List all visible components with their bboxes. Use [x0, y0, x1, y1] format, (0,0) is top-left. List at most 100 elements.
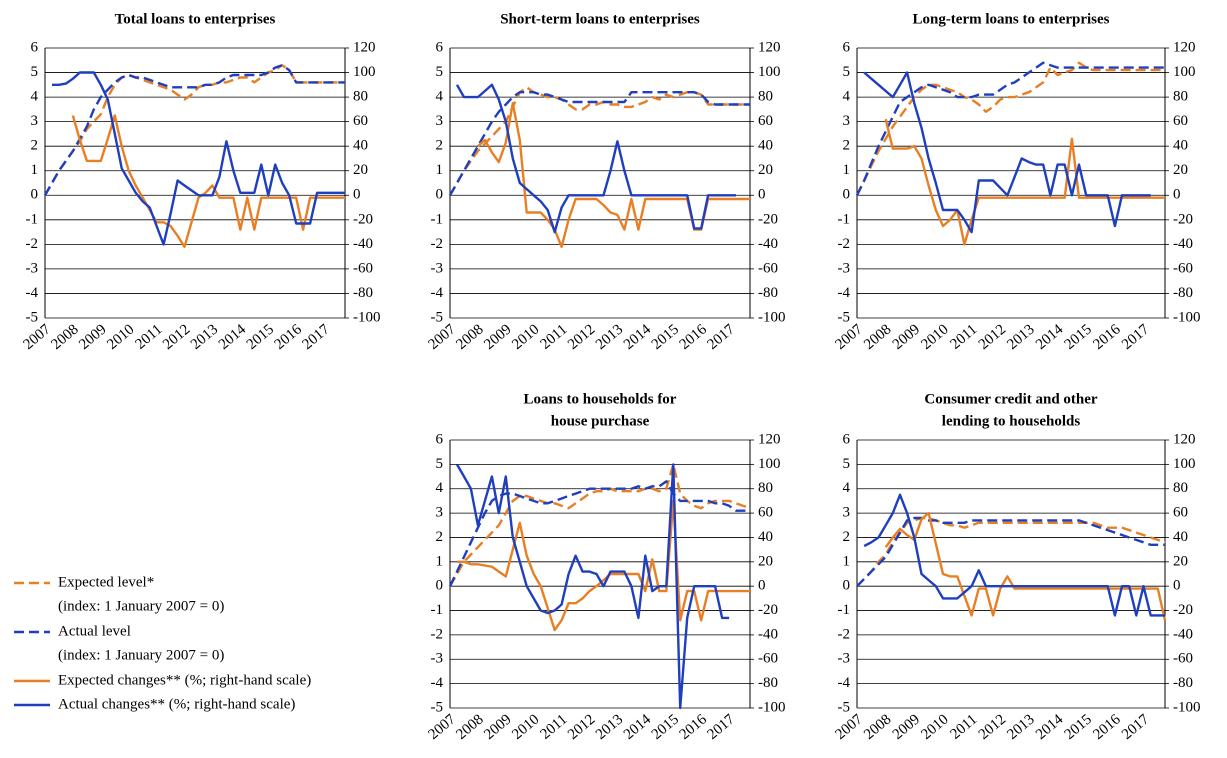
series-line: [884, 511, 1167, 621]
y-tick-label: 2: [436, 138, 444, 154]
x-tick-label: 2007: [426, 321, 460, 353]
y2-tick-label: -80: [353, 285, 373, 301]
y-tick-label: -3: [838, 260, 851, 276]
x-tick-label: 2007: [21, 321, 55, 353]
x-tick-label: 2012: [160, 321, 193, 353]
y-tick-label: -5: [431, 309, 444, 325]
y-tick-label: 3: [31, 113, 39, 129]
x-tick-label: 2015: [1062, 321, 1095, 353]
y2-tick-label: 80: [1173, 89, 1188, 105]
y2-tick-label: -80: [1173, 675, 1193, 691]
x-tick-label: 2010: [104, 321, 137, 353]
x-tick-label: 2014: [621, 711, 655, 743]
series-line: [863, 493, 1165, 617]
series-line: [43, 64, 345, 196]
y-tick-label: 2: [843, 529, 851, 545]
y-tick-label: 1: [843, 553, 851, 569]
x-tick-label: 2016: [677, 711, 711, 743]
x-tick-label: 2017: [300, 321, 334, 353]
y2-tick-label: 40: [758, 529, 773, 545]
y-tick-label: -3: [431, 260, 444, 276]
y-tick-label: -4: [838, 675, 851, 691]
series-line: [863, 71, 1151, 234]
x-tick-label: 2012: [976, 711, 1009, 743]
x-tick-label: 2009: [76, 321, 109, 353]
x-tick-label: 2016: [1090, 711, 1124, 743]
y2-tick-label: 40: [353, 138, 368, 154]
x-tick-label: 2015: [1062, 711, 1095, 743]
x-tick-label: 2012: [565, 321, 598, 353]
chart-title: Short-term loans to enterprises: [500, 11, 700, 27]
y-tick-label: 4: [436, 480, 444, 496]
y-tick-label: -2: [431, 236, 444, 252]
chart-title: Loans to households for: [524, 391, 677, 407]
y2-tick-label: -100: [1173, 699, 1201, 715]
y2-tick-label: 0: [353, 187, 361, 203]
x-tick-label: 2013: [1004, 321, 1037, 353]
y-tick-label: -3: [431, 651, 444, 667]
x-tick-label: 2013: [188, 321, 221, 353]
series-line: [856, 516, 1166, 588]
y-tick-label: 3: [843, 113, 851, 129]
y2-tick-label: -40: [758, 626, 778, 642]
x-tick-label: 2016: [677, 321, 711, 353]
y2-tick-label: -80: [1173, 285, 1193, 301]
series-line: [52, 71, 345, 246]
y-tick-label: 6: [843, 39, 851, 55]
legend-label: Actual level: [58, 623, 131, 639]
y-tick-label: 6: [31, 39, 39, 55]
y-tick-label: 4: [31, 89, 39, 105]
x-tick-label: 2010: [918, 321, 951, 353]
y2-tick-label: -60: [353, 260, 373, 276]
y-tick-label: 1: [843, 162, 851, 178]
y2-tick-label: -60: [1173, 260, 1193, 276]
y-tick-label: 5: [31, 64, 39, 80]
x-tick-label: 2007: [833, 321, 867, 353]
x-tick-label: 2010: [918, 711, 951, 743]
y-tick-label: 4: [843, 89, 851, 105]
y2-tick-label: -100: [353, 309, 381, 325]
y-tick-label: 0: [843, 187, 851, 203]
x-tick-label: 2015: [649, 711, 682, 743]
y2-tick-label: 0: [758, 187, 766, 203]
y2-tick-label: -40: [1173, 236, 1193, 252]
x-tick-label: 2010: [509, 321, 542, 353]
y2-tick-label: 60: [1173, 505, 1188, 521]
x-tick-label: 2007: [426, 711, 460, 743]
y2-tick-label: -100: [758, 699, 786, 715]
y-tick-label: 1: [436, 162, 444, 178]
y2-tick-label: -40: [758, 236, 778, 252]
y-tick-label: 3: [436, 113, 444, 129]
y-tick-label: 0: [436, 578, 444, 594]
x-tick-label: 2014: [216, 321, 250, 353]
y2-tick-label: 20: [1173, 553, 1188, 569]
y2-tick-label: -80: [758, 675, 778, 691]
y2-tick-label: 60: [758, 505, 773, 521]
y2-tick-label: 0: [1173, 187, 1181, 203]
y2-tick-label: 120: [758, 39, 781, 55]
y-tick-label: -4: [838, 285, 851, 301]
y2-tick-label: 40: [758, 138, 773, 154]
y-tick-label: -5: [431, 699, 444, 715]
y-tick-label: -1: [26, 211, 39, 227]
x-tick-label: 2008: [453, 711, 486, 743]
y-tick-label: 1: [31, 162, 39, 178]
y-tick-label: -5: [26, 309, 39, 325]
y-tick-label: -4: [26, 285, 39, 301]
y2-tick-label: -20: [353, 211, 373, 227]
y-tick-label: 4: [436, 89, 444, 105]
x-tick-label: 2011: [948, 321, 981, 352]
y2-tick-label: 120: [1173, 39, 1196, 55]
chart-title: house purchase: [551, 413, 650, 429]
y2-tick-label: -60: [758, 260, 778, 276]
y2-tick-label: 80: [1173, 480, 1188, 496]
y-tick-label: 2: [436, 529, 444, 545]
y-tick-label: 5: [436, 64, 444, 80]
x-tick-label: 2011: [948, 711, 981, 742]
x-tick-label: 2013: [1004, 711, 1037, 743]
y2-tick-label: -40: [1173, 626, 1193, 642]
series-line: [448, 463, 751, 587]
x-tick-label: 2010: [509, 711, 542, 743]
y-tick-label: -1: [431, 211, 444, 227]
